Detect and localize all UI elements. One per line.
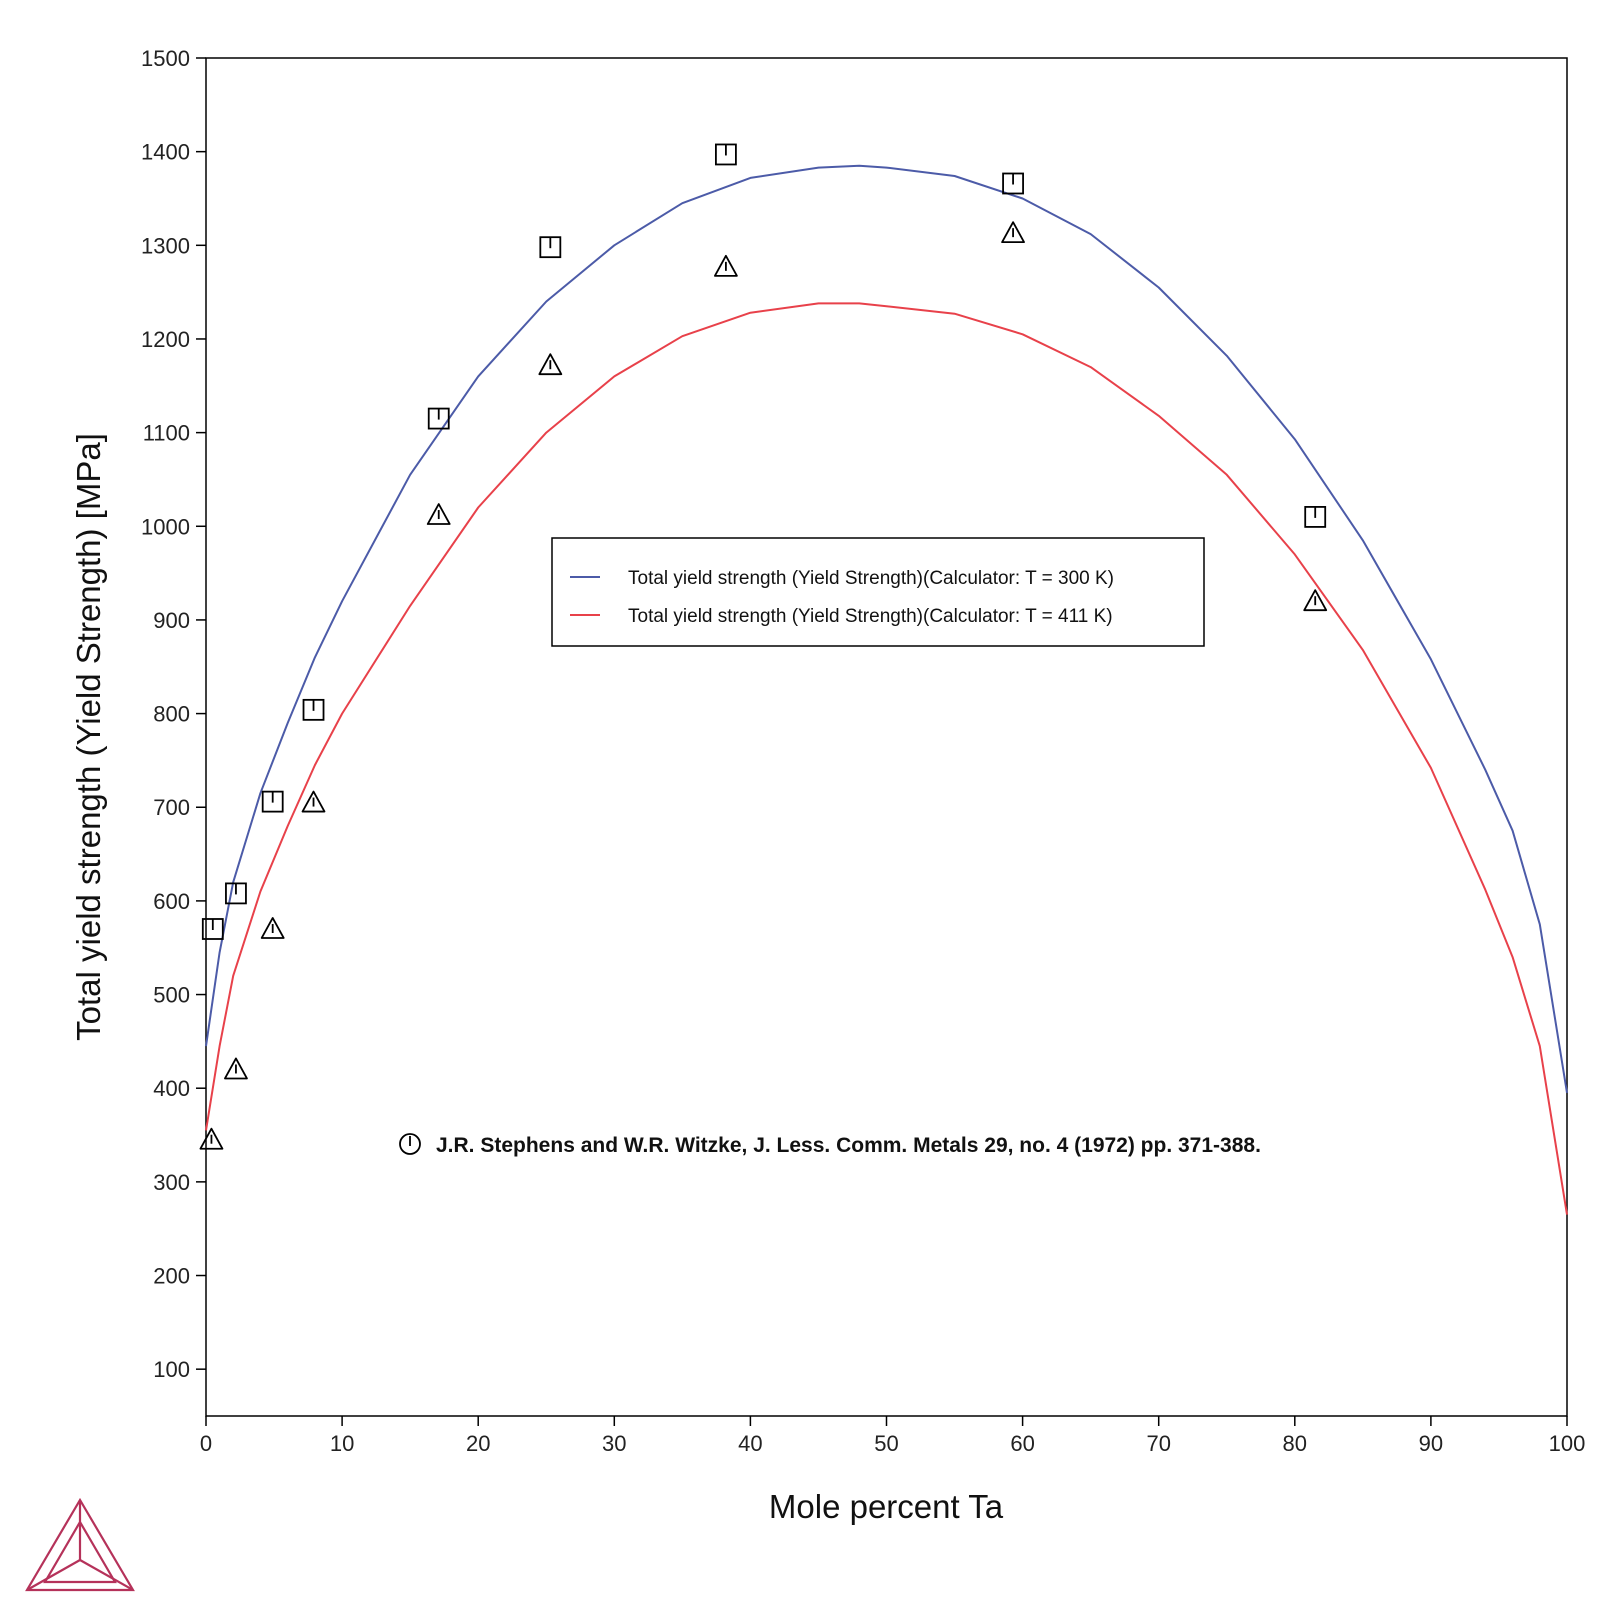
legend-label-411k: Total yield strength (Yield Strength)(Ca… xyxy=(628,606,1113,627)
x-tick-label: 60 xyxy=(1010,1431,1034,1456)
x-tick-label: 10 xyxy=(330,1431,354,1456)
reference-marker-icon xyxy=(399,1133,421,1155)
y-tick-label: 1300 xyxy=(141,233,190,258)
x-tick-label: 90 xyxy=(1419,1431,1443,1456)
y-tick-label: 1000 xyxy=(141,514,190,539)
y-tick-label: 1500 xyxy=(141,46,190,71)
plot-frame xyxy=(205,57,1568,1417)
y-tick-label: 1100 xyxy=(143,421,190,446)
triangle-marker xyxy=(199,1127,224,1150)
triangle-marker xyxy=(224,1057,248,1080)
square-marker xyxy=(539,236,562,259)
reference-text: J.R. Stephens and W.R. Witzke, J. Less. … xyxy=(436,1134,1261,1157)
x-axis-title: Mole percent Ta xyxy=(769,1488,1004,1525)
x-tick-label: 80 xyxy=(1283,1431,1307,1456)
y-tick-label: 1200 xyxy=(141,327,190,352)
y-axis-title: Total yield strength (Yield Strength) [M… xyxy=(70,433,107,1041)
y-tick-label: 500 xyxy=(153,983,190,1008)
legend-label-300k: Total yield strength (Yield Strength)(Ca… xyxy=(628,568,1114,589)
y-tick-label: 1400 xyxy=(141,140,190,165)
series-line-0 xyxy=(205,164,1568,1094)
y-tick-label: 200 xyxy=(153,1264,190,1289)
y-tick-label: 100 xyxy=(153,1357,190,1382)
square-marker xyxy=(1002,172,1024,195)
square-marker xyxy=(201,918,224,940)
legend-box xyxy=(551,537,1205,647)
y-tick-label: 700 xyxy=(153,795,190,820)
triangle-marker xyxy=(714,254,738,277)
series-line-1 xyxy=(205,302,1568,1215)
square-marker xyxy=(302,698,325,721)
series-lines xyxy=(205,164,1568,1215)
triangle-marker xyxy=(1303,589,1328,612)
square-marker xyxy=(261,790,284,813)
legend: Total yield strength (Yield Strength)(Ca… xyxy=(551,537,1205,647)
y-axis-ticks: 100 200 300 400 500 600 700 800 900 1000 1100 1200 1… xyxy=(141,46,206,1382)
triangle-marker xyxy=(301,790,326,813)
x-tick-label: 0 xyxy=(200,1431,212,1456)
square-marker xyxy=(715,143,737,166)
x-tick-label: 30 xyxy=(602,1431,626,1456)
x-tick-label: 100 xyxy=(1549,1431,1586,1456)
x-tick-label: 70 xyxy=(1146,1431,1170,1456)
triangle-logo-icon xyxy=(25,1497,135,1592)
reference-note: J.R. Stephens and W.R. Witzke, J. Less. … xyxy=(399,1133,1261,1157)
square-marker xyxy=(225,882,247,905)
triangle-marker xyxy=(426,503,451,525)
x-axis-ticks: 0 10 20 30 40 50 60 70 80 90 100 xyxy=(200,1416,1585,1456)
y-tick-label: 300 xyxy=(153,1170,190,1195)
triangle-marker xyxy=(1001,221,1025,244)
x-tick-label: 20 xyxy=(466,1431,490,1456)
square-marker xyxy=(427,407,450,430)
data-markers xyxy=(199,143,1328,1150)
y-tick-label: 900 xyxy=(153,608,190,633)
x-tick-label: 50 xyxy=(874,1431,898,1456)
x-tick-label: 40 xyxy=(738,1431,762,1456)
y-tick-label: 600 xyxy=(153,889,190,914)
y-tick-label: 800 xyxy=(153,702,190,727)
triangle-marker xyxy=(260,917,285,939)
square-marker xyxy=(1304,506,1327,528)
y-tick-label: 400 xyxy=(153,1076,190,1101)
triangle-marker xyxy=(538,353,563,376)
